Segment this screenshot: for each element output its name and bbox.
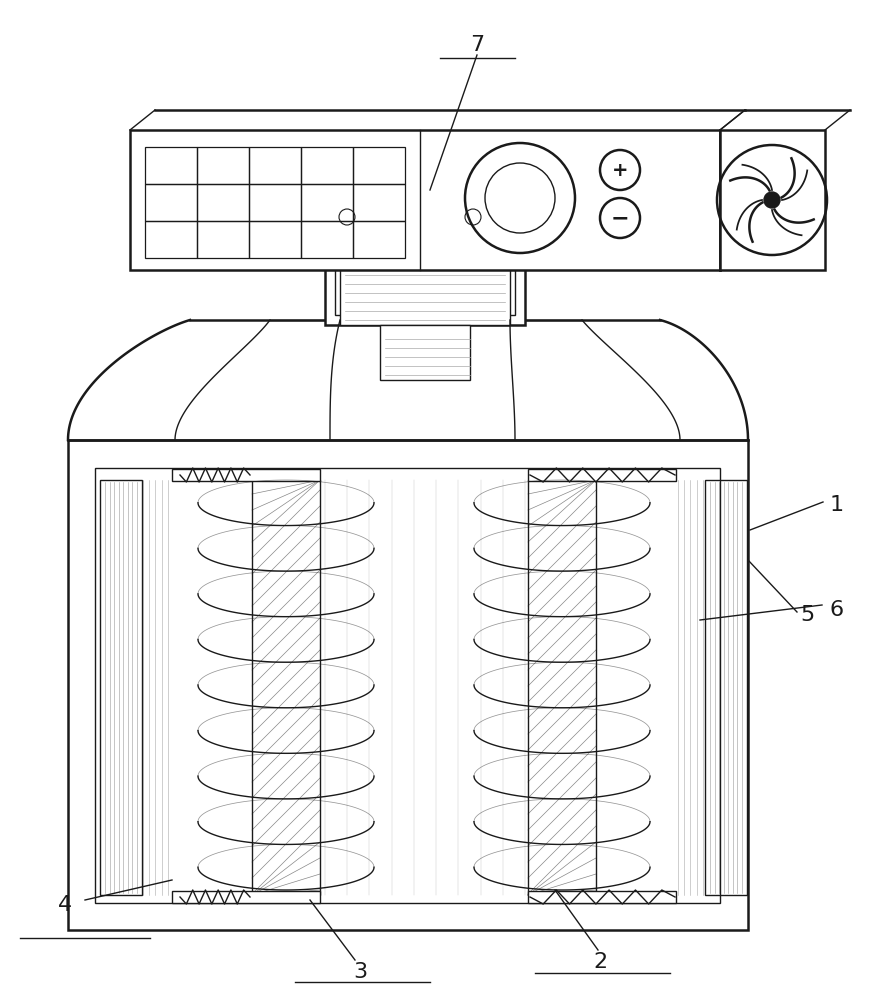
Bar [249, 184, 300, 221]
Bar [352, 184, 405, 221]
Bar [95, 468, 719, 903]
Text: 2: 2 [592, 952, 606, 972]
Bar [300, 221, 352, 258]
Bar [252, 480, 320, 895]
Bar [172, 469, 320, 481]
Bar [719, 130, 824, 270]
Text: 3: 3 [352, 962, 367, 982]
Bar [352, 147, 405, 184]
Text: −: − [610, 208, 628, 228]
Bar [68, 440, 747, 930]
Text: 6: 6 [829, 600, 843, 620]
Bar [197, 221, 249, 258]
Bar [429, 200, 465, 235]
Bar [300, 147, 352, 184]
Bar [340, 235, 510, 325]
Bar [145, 184, 197, 221]
Bar [300, 184, 352, 221]
Bar [704, 480, 746, 895]
Bar [145, 221, 197, 258]
Text: 7: 7 [469, 35, 484, 55]
Bar [355, 200, 390, 235]
Bar [527, 891, 675, 903]
Text: 5: 5 [799, 605, 814, 625]
Text: 4: 4 [58, 895, 72, 915]
Bar [249, 221, 300, 258]
Bar [380, 325, 469, 380]
Text: +: + [611, 161, 628, 180]
Bar [100, 480, 142, 895]
Bar [527, 469, 675, 481]
Bar [249, 147, 300, 184]
Bar [172, 891, 320, 903]
Bar [197, 184, 249, 221]
Bar [130, 130, 719, 270]
Bar [325, 245, 525, 325]
Bar [197, 147, 249, 184]
Text: 1: 1 [829, 495, 843, 515]
Bar [352, 221, 405, 258]
Circle shape [763, 192, 780, 208]
Bar [145, 147, 197, 184]
Bar [527, 480, 595, 895]
Bar [334, 255, 514, 315]
